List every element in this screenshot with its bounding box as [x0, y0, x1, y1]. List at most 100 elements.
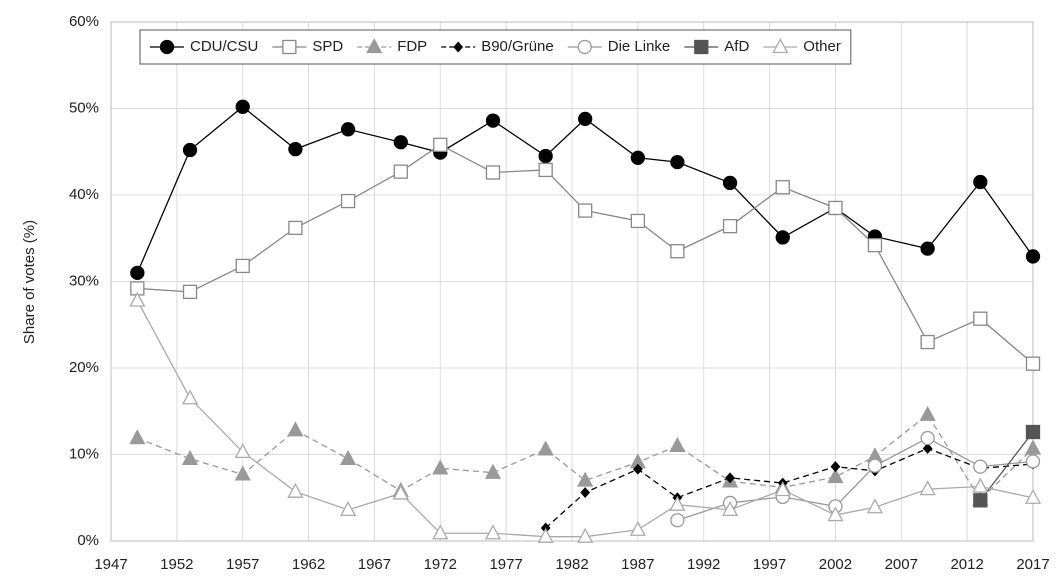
- y-tick-label: 0%: [77, 532, 99, 549]
- marker: [775, 180, 790, 195]
- marker: [577, 39, 592, 55]
- marker: [867, 238, 883, 253]
- marker: [453, 41, 464, 53]
- legend-label: FDP: [397, 38, 427, 55]
- marker: [867, 458, 883, 473]
- marker: [772, 38, 789, 54]
- marker: [433, 137, 448, 152]
- marker: [577, 527, 594, 543]
- marker: [972, 477, 989, 493]
- legend-label: CDU/CSU: [190, 38, 258, 55]
- marker: [629, 520, 646, 536]
- marker: [1024, 439, 1042, 455]
- marker: [1025, 249, 1041, 264]
- marker: [393, 164, 408, 179]
- marker: [182, 284, 198, 300]
- marker: [919, 480, 936, 496]
- marker: [830, 461, 841, 473]
- marker: [919, 405, 936, 421]
- marker: [538, 162, 553, 178]
- legend-entry: CDU/CSU: [150, 38, 258, 55]
- marker: [973, 493, 988, 508]
- marker: [282, 39, 297, 55]
- marker: [537, 527, 554, 543]
- marker: [340, 122, 356, 137]
- x-tick-label: 1982: [555, 556, 588, 573]
- series-line: [677, 437, 1034, 521]
- marker: [828, 200, 843, 216]
- legend-entry: SPD: [272, 38, 343, 55]
- marker: [827, 506, 844, 522]
- marker: [973, 459, 988, 474]
- marker: [630, 150, 646, 165]
- marker: [775, 230, 790, 245]
- marker: [670, 244, 685, 259]
- x-tick-label: 1972: [424, 556, 457, 573]
- marker: [432, 459, 449, 475]
- legend-label: Other: [803, 38, 841, 55]
- marker: [130, 265, 145, 281]
- marker: [484, 463, 502, 479]
- y-tick-label: 50%: [69, 99, 99, 116]
- x-tick-label: 1947: [94, 556, 127, 573]
- legend-label: Die Linke: [608, 38, 671, 55]
- x-tick-label: 1967: [358, 556, 391, 573]
- marker: [722, 175, 738, 191]
- marker: [973, 174, 988, 190]
- marker: [235, 99, 250, 114]
- y-tick-label: 20%: [69, 359, 99, 376]
- marker: [578, 111, 593, 127]
- x-tick-label: 1992: [687, 556, 720, 573]
- marker: [182, 142, 198, 158]
- marker: [159, 39, 175, 55]
- marker: [670, 513, 685, 528]
- marker: [234, 465, 251, 481]
- plot-frame: [110, 21, 1034, 542]
- marker: [340, 193, 356, 209]
- x-tick-label: 1962: [292, 556, 325, 573]
- marker: [827, 468, 844, 484]
- y-tick-label: 40%: [69, 186, 99, 203]
- marker: [973, 311, 988, 326]
- x-tick-label: 2007: [885, 556, 918, 573]
- marker: [920, 430, 935, 446]
- marker: [129, 429, 146, 445]
- legend-entry: Die Linke: [567, 38, 671, 55]
- marker: [669, 436, 686, 453]
- marker: [920, 241, 935, 256]
- marker: [287, 421, 304, 437]
- series-line: [137, 144, 1034, 365]
- x-tick-label: 1997: [753, 556, 786, 573]
- y-tick-label: 30%: [69, 272, 99, 289]
- marker: [393, 135, 408, 150]
- marker: [630, 213, 646, 229]
- legend-label: SPD: [312, 38, 343, 55]
- legend-entry: B90/Grüne: [441, 38, 554, 55]
- x-tick-label: 1957: [226, 556, 259, 573]
- series-line: [136, 105, 1034, 274]
- marker: [234, 443, 251, 459]
- marker: [580, 487, 591, 499]
- y-axis-label: Share of votes (%): [21, 220, 38, 344]
- legend-label: AfD: [724, 38, 749, 55]
- marker: [725, 472, 735, 484]
- marker: [694, 39, 709, 55]
- marker: [129, 291, 146, 307]
- marker: [1024, 488, 1042, 504]
- marker: [181, 449, 199, 465]
- legend-entry: FDP: [357, 38, 427, 55]
- x-tick-label: 2012: [950, 556, 983, 573]
- marker: [632, 463, 643, 475]
- x-tick-label: 2017: [1016, 556, 1049, 573]
- legend-frame: [139, 29, 852, 65]
- x-tick-label: 2002: [819, 556, 852, 573]
- marker: [670, 154, 685, 170]
- marker: [181, 389, 199, 405]
- marker: [578, 203, 593, 218]
- y-tick-label: 60%: [69, 13, 99, 30]
- marker: [1025, 454, 1041, 469]
- marker: [538, 148, 553, 164]
- marker: [1025, 424, 1041, 440]
